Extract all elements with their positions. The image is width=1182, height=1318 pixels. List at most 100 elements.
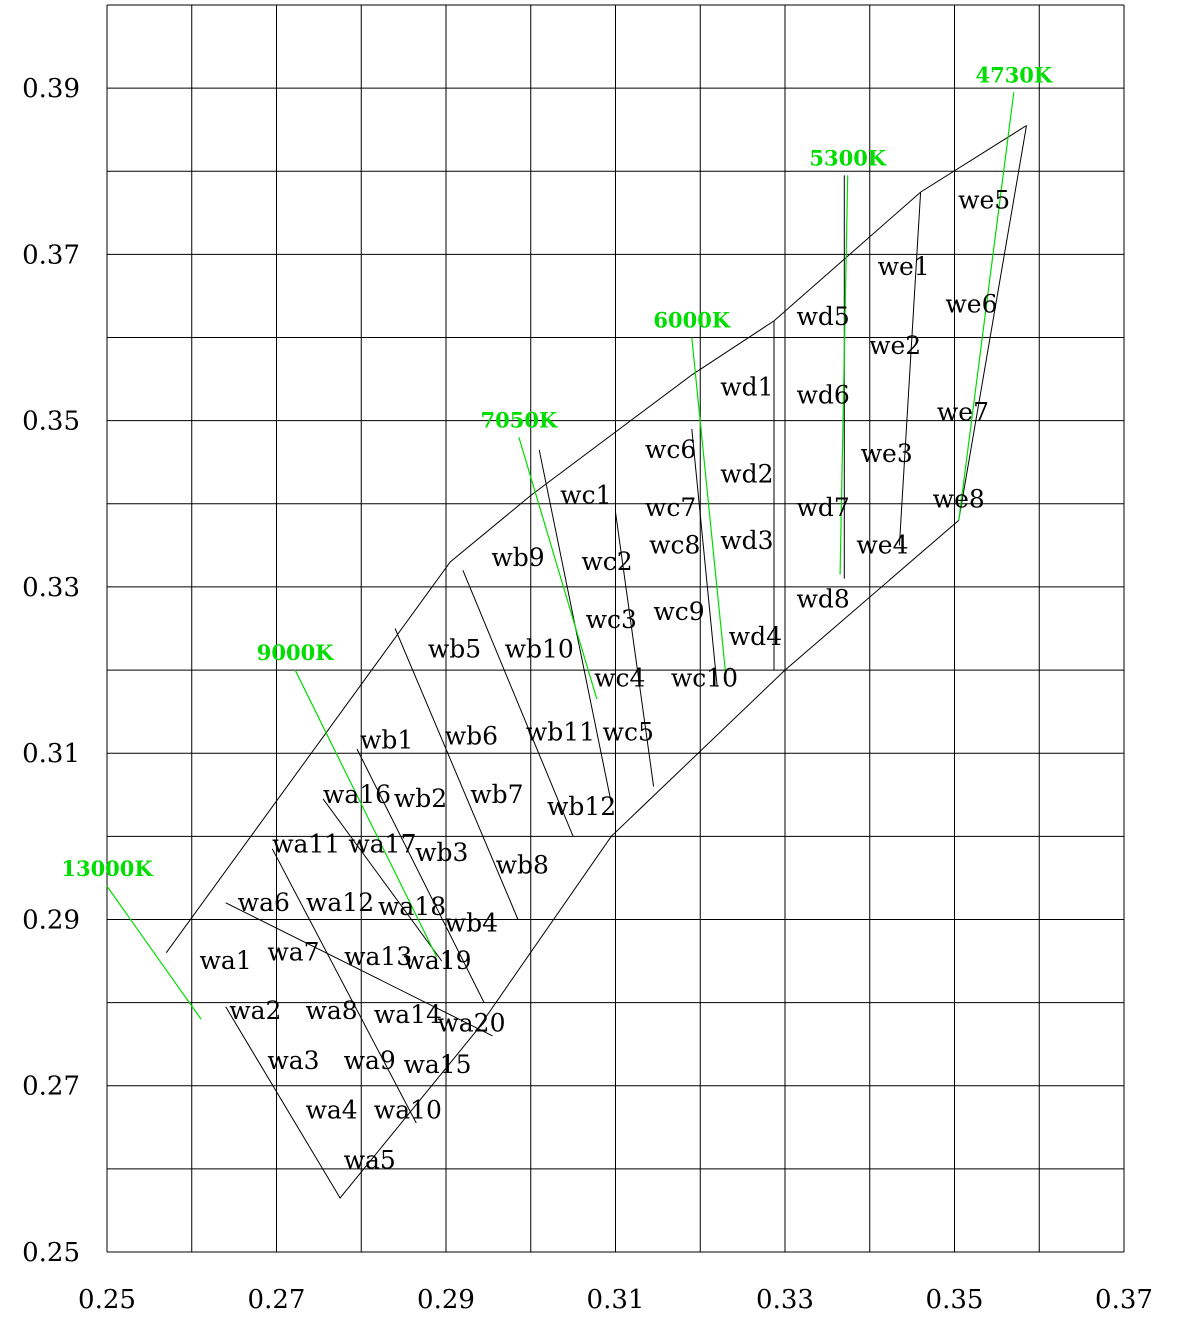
y-tick-label: 0.35 (22, 407, 80, 437)
bin-label-wc5: wc5 (603, 717, 654, 746)
bin-label-wb10: wb10 (505, 634, 574, 663)
bin-label-wa14: wa14 (374, 1000, 442, 1029)
bin-label-wc10: wc10 (671, 663, 738, 692)
bin-label-we4: we4 (856, 530, 908, 559)
bin-label-wd7: wd7 (796, 493, 849, 522)
bin-label-wb4: wb4 (445, 909, 498, 938)
bin-label-wc2: wc2 (581, 547, 632, 576)
cct-line-5300K (839, 175, 849, 575)
y-tick-label: 0.27 (22, 1072, 80, 1102)
bin-boundary-line (356, 748, 485, 1003)
bin-label-wd5: wd5 (796, 302, 849, 331)
y-tick-label: 0.25 (22, 1238, 80, 1268)
cct-label: 6000K (653, 308, 730, 333)
bin-boundary-line (225, 902, 493, 1037)
x-tick-label: 0.27 (248, 1285, 306, 1315)
x-tick-label: 0.29 (417, 1285, 475, 1315)
y-tick-label: 0.37 (22, 240, 80, 270)
bin-boundary-line (322, 798, 443, 962)
cct-line-4730K (958, 92, 1015, 521)
y-tick-label: 0.31 (22, 739, 80, 769)
bin-label-wc8: wc8 (649, 530, 700, 559)
bin-label-wc1: wc1 (560, 480, 611, 509)
bin-label-wa3: wa3 (267, 1046, 319, 1075)
cct-line-13000K (106, 885, 202, 1020)
bin-boundary-line (615, 512, 655, 787)
bin-label-wc3: wc3 (586, 605, 637, 634)
bin-label-wd2: wd2 (720, 460, 773, 489)
bin-label-wb12: wb12 (547, 792, 616, 821)
bin-boundary-line (958, 125, 1027, 521)
bin-boundary-line (394, 628, 519, 920)
grid (106, 4, 1125, 1253)
axis-ticks: 0.25 0.27 0.29 0.31 0.33 0.35 0.37 0.25 0.27 0.29… (22, 74, 1153, 1315)
bin-label-wc6: wc6 (645, 435, 696, 464)
cct-label: 4730K (975, 62, 1052, 87)
bin-label-we1: we1 (878, 252, 930, 281)
bin-label-wb11: wb11 (526, 717, 595, 746)
x-tick-label: 0.25 (78, 1285, 136, 1315)
bin-label-we3: we3 (861, 439, 913, 468)
bin-label-wb1: wb1 (360, 726, 413, 755)
bin-label-wa18: wa18 (378, 892, 446, 921)
bin-label-wa20: wa20 (437, 1008, 505, 1037)
bin-label-wb2: wb2 (394, 784, 447, 813)
bin-label-wc7: wc7 (645, 493, 696, 522)
y-tick-label: 0.33 (22, 573, 80, 603)
bin-label-wa10: wa10 (374, 1096, 442, 1125)
cct-label: 5300K (809, 145, 886, 170)
bin-label-wd3: wd3 (720, 526, 773, 555)
bin-boundary-line (691, 428, 718, 687)
bin-label-wd6: wd6 (796, 381, 849, 410)
bin-label-wd1: wd1 (720, 372, 773, 401)
bin-label-wc9: wc9 (653, 597, 704, 626)
cct-line-7050K (518, 437, 598, 700)
cct-line-6000K (691, 337, 727, 675)
bin-boundary-line (225, 520, 960, 1199)
bin-label-wc4: wc4 (594, 663, 645, 692)
bin-label-wa17: wa17 (348, 830, 416, 859)
bin-label-we8: we8 (933, 485, 985, 514)
bin-label-wb9: wb9 (491, 543, 544, 572)
x-tick-label: 0.35 (926, 1285, 984, 1315)
bin-label-wa4: wa4 (305, 1096, 357, 1125)
bin-boundary-line (271, 848, 417, 1124)
bin-label-we6: we6 (945, 289, 997, 318)
cct-lines: 13000K 9000K 7050K 6000K 5300K 4730K (61, 62, 1053, 1020)
bin-label-wa6: wa6 (238, 888, 290, 917)
bin-label-wa2: wa2 (229, 996, 281, 1025)
bin-label-wb5: wb5 (428, 634, 481, 663)
y-tick-label: 0.29 (22, 905, 80, 935)
bin-boundary-line (898, 192, 922, 546)
bin-label-wa5: wa5 (344, 1146, 396, 1175)
bin-outlines (165, 125, 1027, 1199)
y-tick-label: 0.39 (22, 74, 80, 104)
bin-label-wa13: wa13 (344, 942, 412, 971)
bin-label-wd8: wd8 (796, 584, 849, 613)
bin-label-wa15: wa15 (403, 1050, 471, 1079)
bin-label-we7: we7 (937, 397, 989, 426)
bin-boundary-line (462, 570, 574, 837)
cct-line-9000K (294, 669, 438, 958)
bin-label-wa12: wa12 (306, 888, 374, 917)
bin-label-wb8: wb8 (496, 850, 549, 879)
bin-label-wa8: wa8 (305, 996, 357, 1025)
bin-label-wa16: wa16 (323, 780, 391, 809)
bin-label-wa9: wa9 (344, 1046, 396, 1075)
bin-label-we2: we2 (869, 331, 921, 360)
bin-label-wd4: wd4 (729, 622, 782, 651)
x-tick-label: 0.31 (587, 1285, 645, 1315)
x-tick-label: 0.33 (756, 1285, 814, 1315)
bin-label-we5: we5 (958, 185, 1010, 214)
cct-label: 13000K (61, 856, 153, 881)
bin-label-wa7: wa7 (267, 938, 319, 967)
bin-label-wb7: wb7 (470, 780, 523, 809)
cct-label: 9000K (257, 640, 334, 665)
bin-label-wa1: wa1 (200, 946, 252, 975)
cct-label: 7050K (481, 407, 558, 432)
bin-label-wb6: wb6 (445, 722, 498, 751)
bin-label-wa19: wa19 (403, 946, 471, 975)
x-tick-label: 0.37 (1095, 1285, 1153, 1315)
bin-label-wa11: wa11 (272, 830, 340, 859)
